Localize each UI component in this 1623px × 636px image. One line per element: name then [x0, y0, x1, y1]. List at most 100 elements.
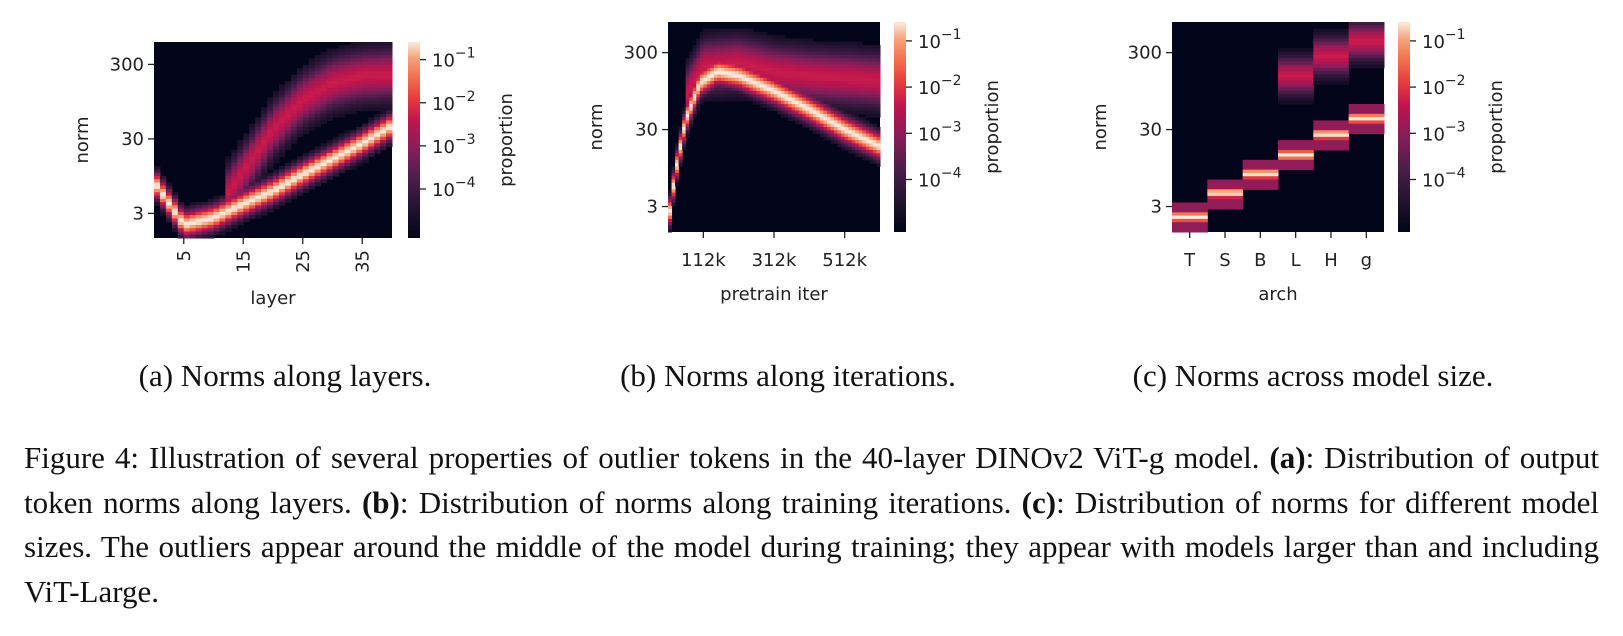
- heat-cell: [738, 74, 743, 79]
- heat-cell: [759, 97, 764, 102]
- heat-cell: [332, 146, 339, 151]
- heat-cell: [290, 140, 298, 144]
- heat-cell: [819, 81, 824, 85]
- heat-cell: [724, 38, 729, 43]
- heat-cell: [1348, 110, 1385, 115]
- heat-cell: [243, 211, 250, 216]
- heat-cell: [774, 97, 779, 102]
- heat-cell: [296, 179, 304, 183]
- heat-cell: [1278, 48, 1314, 53]
- heat-cell: [862, 48, 867, 53]
- heat-cell: [1348, 120, 1385, 125]
- heat-cell: [742, 35, 747, 39]
- heat-cell: [350, 97, 357, 102]
- heat-cell: [791, 100, 796, 105]
- heat-cell: [876, 74, 881, 79]
- heat-cell: [766, 35, 771, 39]
- heat-cell: [798, 84, 803, 89]
- heat-cell: [362, 84, 369, 89]
- heat-cell: [225, 162, 232, 167]
- heat-cell: [243, 215, 250, 219]
- heat-cell: [255, 175, 262, 180]
- heat-cell: [326, 64, 333, 69]
- heat-cell: [374, 100, 381, 105]
- heat-cell: [699, 58, 704, 62]
- heat-cell: [243, 175, 250, 180]
- heat-cell: [749, 97, 754, 102]
- heat-cell: [338, 58, 345, 63]
- heat-cell: [865, 143, 870, 148]
- heat-cell: [308, 61, 316, 66]
- heat-cell: [320, 169, 328, 174]
- heat-cell: [798, 71, 803, 75]
- heat-cell: [273, 185, 280, 190]
- heat-cell: [326, 61, 333, 66]
- heat-cell: [302, 179, 310, 183]
- heat-cell: [763, 64, 768, 69]
- heat-cell: [802, 41, 807, 46]
- heat-cell: [296, 104, 304, 108]
- heat-cell: [766, 97, 771, 102]
- heat-cell: [706, 64, 711, 69]
- heat-cell: [1313, 54, 1350, 59]
- heat-cell: [207, 211, 214, 216]
- heat-cell: [1313, 61, 1350, 66]
- heat-cell: [752, 67, 757, 72]
- heat-cell: [302, 185, 310, 190]
- heat-cell: [296, 156, 304, 161]
- heat-cell: [855, 51, 860, 56]
- caption-tag-a: (a): [1269, 440, 1306, 475]
- heat-cell: [862, 61, 867, 66]
- heat-cell: [1172, 228, 1208, 233]
- heat-cell: [225, 182, 232, 187]
- heat-cell: [696, 77, 701, 82]
- heat-cell: [738, 58, 743, 62]
- heat-cell: [841, 67, 846, 72]
- heat-cell: [869, 90, 874, 95]
- heat-cell: [848, 133, 853, 138]
- heat-cell: [816, 48, 821, 53]
- heat-cell: [692, 113, 697, 118]
- heat-cell: [766, 71, 771, 75]
- heat-cell: [1172, 202, 1208, 207]
- heat-cell: [668, 215, 673, 220]
- heat-cell: [356, 61, 363, 66]
- heat-cell: [255, 192, 262, 197]
- heat-cell: [183, 234, 191, 239]
- heat-cell: [862, 58, 867, 62]
- heat-cell: [784, 94, 789, 98]
- heat-cell: [302, 104, 310, 108]
- heat-cell: [812, 113, 817, 118]
- heat-cell: [237, 208, 244, 213]
- heat-cell: [777, 61, 782, 66]
- heat-cell: [724, 58, 729, 62]
- heat-cell: [830, 100, 835, 105]
- heat-cell: [848, 127, 853, 131]
- heat-cell: [308, 185, 316, 190]
- heat-cell: [816, 84, 821, 89]
- heat-cell: [710, 35, 715, 39]
- heat-cell: [326, 146, 333, 151]
- heat-cell: [159, 208, 167, 213]
- heat-cell: [374, 117, 381, 121]
- heat-cell: [261, 126, 268, 131]
- heat-cell: [1278, 51, 1314, 56]
- heat-cell: [728, 87, 733, 92]
- heat-cell: [368, 55, 375, 59]
- heat-cell: [225, 192, 232, 197]
- heat-cell: [350, 42, 357, 46]
- heat-cell: [827, 110, 832, 115]
- heat-cell: [225, 156, 232, 161]
- heat-cell: [350, 110, 357, 115]
- heat-cell: [827, 71, 832, 75]
- heat-cell: [332, 100, 339, 105]
- heat-cell: [332, 51, 339, 56]
- heat-cell: [713, 87, 718, 92]
- heat-cell: [225, 215, 232, 219]
- heat-cell: [368, 71, 375, 76]
- heat-cell: [338, 81, 345, 85]
- heat-cell: [876, 133, 881, 138]
- heat-cell: [855, 54, 860, 59]
- heat-cell: [290, 97, 298, 102]
- heat-cell: [207, 231, 214, 236]
